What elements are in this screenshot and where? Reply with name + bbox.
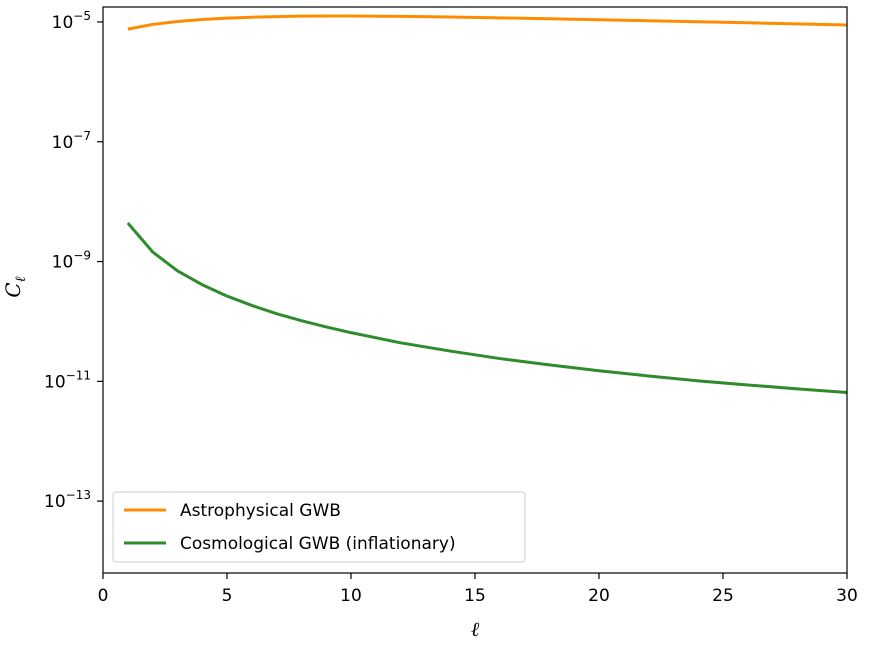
x-tick-label: 20	[588, 586, 610, 606]
y-tick-label: 10−11	[44, 368, 91, 392]
plot-series	[126, 14, 848, 395]
y-tick-label: 10−9	[52, 249, 91, 273]
y-axis-label-base: C	[1, 282, 25, 297]
series-line-0	[127, 14, 848, 31]
y-tick-label: 10−7	[52, 129, 91, 153]
x-tick-label: 5	[222, 586, 233, 606]
legend-label-astrophysical: Astrophysical GWB	[180, 501, 341, 521]
y-axis: 10−5 10−7 10−9 10−11 10−13	[44, 9, 103, 512]
x-tick-label: 10	[340, 586, 362, 606]
x-axis: 0 5 10 15 20 25 30	[98, 573, 858, 606]
x-axis-label: ℓ	[471, 617, 480, 641]
legend-label-cosmological: Cosmological GWB (inflationary)	[180, 534, 456, 554]
y-axis-label: Cℓ	[1, 276, 29, 297]
x-tick-label: 30	[836, 586, 858, 606]
legend-box	[112, 491, 526, 563]
y-tick-label: 10−5	[52, 9, 91, 33]
y-axis-label-subscript: ℓ	[13, 276, 29, 282]
y-tick-label: 10−13	[44, 488, 91, 512]
legend: Astrophysical GWB Cosmological GWB (infl…	[112, 491, 526, 563]
x-tick-label: 25	[712, 586, 734, 606]
x-tick-label: 15	[464, 586, 486, 606]
x-tick-label: 0	[98, 586, 109, 606]
series-line-1	[126, 222, 848, 395]
